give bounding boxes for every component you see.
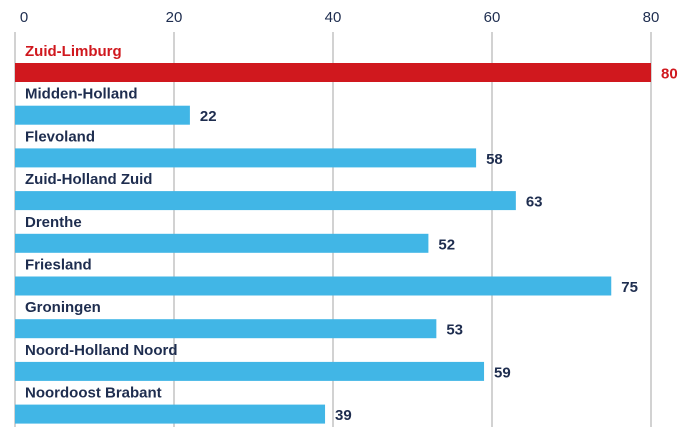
category-label: Friesland xyxy=(25,256,92,273)
value-label: 63 xyxy=(526,194,543,211)
value-label: 52 xyxy=(438,236,455,253)
value-label: 59 xyxy=(494,364,511,381)
x-tick-label: 40 xyxy=(325,9,342,26)
value-label: 58 xyxy=(486,151,503,168)
category-label: Midden-Holland xyxy=(25,86,138,103)
bar xyxy=(15,148,477,168)
category-label: Noord-Holland Noord xyxy=(25,342,177,359)
bar xyxy=(15,276,612,296)
category-label: Drenthe xyxy=(25,214,82,231)
category-label: Zuid-Holland Zuid xyxy=(25,171,152,188)
bar xyxy=(15,191,516,211)
value-label: 75 xyxy=(621,279,638,296)
bar xyxy=(15,233,429,253)
x-tick-label: 20 xyxy=(166,9,183,26)
x-tick-label: 60 xyxy=(484,9,501,26)
category-label: Groningen xyxy=(25,299,101,316)
category-label: Noordoost Brabant xyxy=(25,385,162,402)
bar xyxy=(15,105,190,125)
category-label: Flevoland xyxy=(25,128,95,145)
bar xyxy=(15,319,437,339)
bar xyxy=(15,361,485,381)
bar xyxy=(15,63,651,82)
value-label: 39 xyxy=(335,407,352,424)
category-label: Zuid-Limburg xyxy=(25,43,122,60)
x-tick-label: 80 xyxy=(643,9,660,26)
bar xyxy=(15,404,326,424)
value-label: 80 xyxy=(661,65,678,82)
x-tick-label: 0 xyxy=(20,9,28,26)
value-label: 22 xyxy=(200,108,217,125)
value-label: 53 xyxy=(446,322,463,339)
